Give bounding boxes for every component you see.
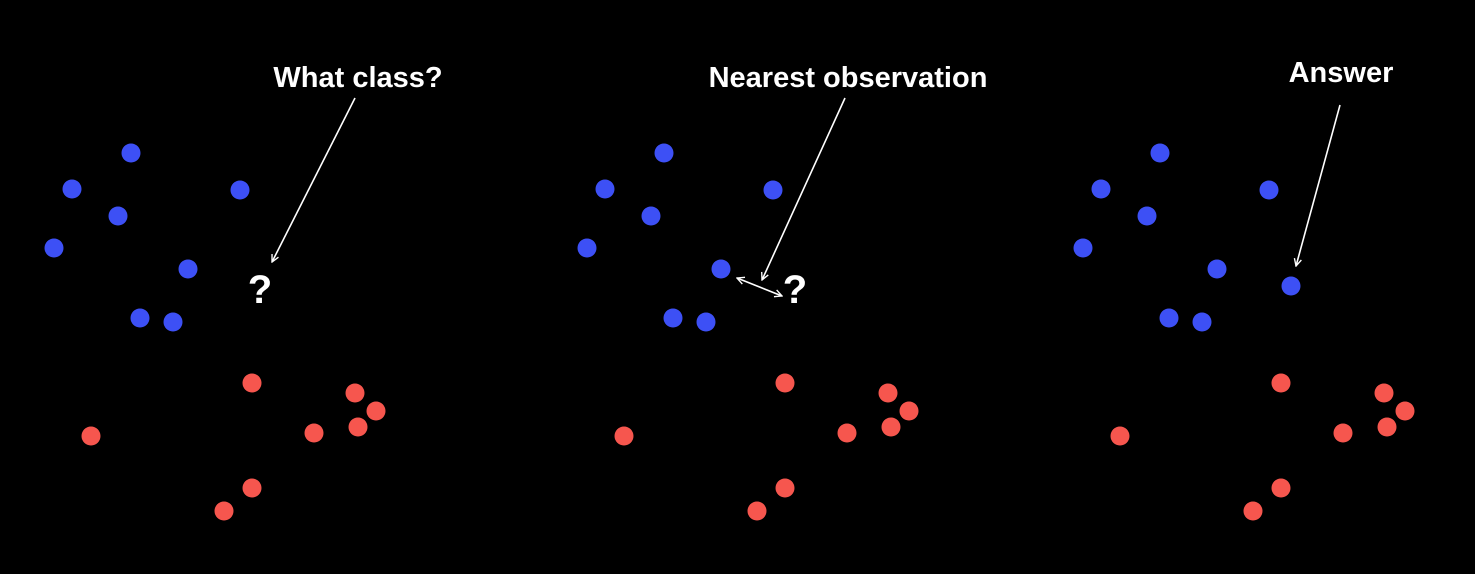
blue-point — [1091, 179, 1111, 199]
red-point — [345, 383, 365, 403]
blue-point — [1150, 143, 1170, 163]
red-point — [304, 423, 324, 443]
query-question-mark: ? — [783, 268, 807, 312]
red-point — [366, 401, 386, 421]
classified-point — [1281, 276, 1301, 296]
red-point — [242, 373, 262, 393]
blue-point — [1137, 206, 1157, 226]
red-point — [775, 373, 795, 393]
panel-answer: Answer — [1073, 57, 1415, 521]
blue-point — [44, 238, 64, 258]
blue-class-points — [577, 143, 783, 332]
blue-point — [595, 179, 615, 199]
caption-arrow — [271, 97, 356, 262]
red-point — [1333, 423, 1353, 443]
blue-point — [1259, 180, 1279, 200]
red-point — [614, 426, 634, 446]
blue-point — [577, 238, 597, 258]
panel-caption: Nearest observation — [709, 62, 988, 94]
red-point — [242, 478, 262, 498]
red-point — [1271, 373, 1291, 393]
blue-point — [130, 308, 150, 328]
red-point — [214, 501, 234, 521]
query-question-mark: ? — [248, 268, 272, 312]
blue-point — [230, 180, 250, 200]
blue-point — [1192, 312, 1212, 332]
red-class-points — [1110, 373, 1415, 521]
red-point — [878, 383, 898, 403]
blue-point — [163, 312, 183, 332]
red-point — [1374, 383, 1394, 403]
red-class-points — [81, 373, 386, 521]
blue-point — [178, 259, 198, 279]
red-point — [1395, 401, 1415, 421]
blue-point — [711, 259, 731, 279]
panel-caption: Answer — [1289, 57, 1394, 89]
blue-point — [121, 143, 141, 163]
red-point — [1110, 426, 1130, 446]
blue-point — [1207, 259, 1227, 279]
caption-arrow — [762, 97, 846, 280]
caption-arrow — [1296, 104, 1341, 266]
blue-point — [696, 312, 716, 332]
panel-caption: What class? — [273, 62, 442, 94]
red-point — [775, 478, 795, 498]
blue-class-points — [44, 143, 250, 332]
blue-point — [663, 308, 683, 328]
blue-point — [1073, 238, 1093, 258]
blue-point — [654, 143, 674, 163]
red-point — [348, 417, 368, 437]
blue-class-points — [1073, 143, 1279, 332]
red-class-points — [614, 373, 919, 521]
distance-arrow — [737, 278, 782, 296]
red-point — [747, 501, 767, 521]
blue-point — [763, 180, 783, 200]
red-point — [899, 401, 919, 421]
red-point — [1377, 417, 1397, 437]
red-point — [1243, 501, 1263, 521]
red-point — [881, 417, 901, 437]
panel-nearest-observation: Nearest observation ? — [577, 62, 988, 521]
blue-point — [108, 206, 128, 226]
red-point — [837, 423, 857, 443]
blue-point — [641, 206, 661, 226]
answer-blue-point — [1281, 276, 1301, 296]
blue-point — [1159, 308, 1179, 328]
red-point — [1271, 478, 1291, 498]
panel-what-class: What class? ? — [44, 62, 443, 521]
red-point — [81, 426, 101, 446]
blue-point — [62, 179, 82, 199]
